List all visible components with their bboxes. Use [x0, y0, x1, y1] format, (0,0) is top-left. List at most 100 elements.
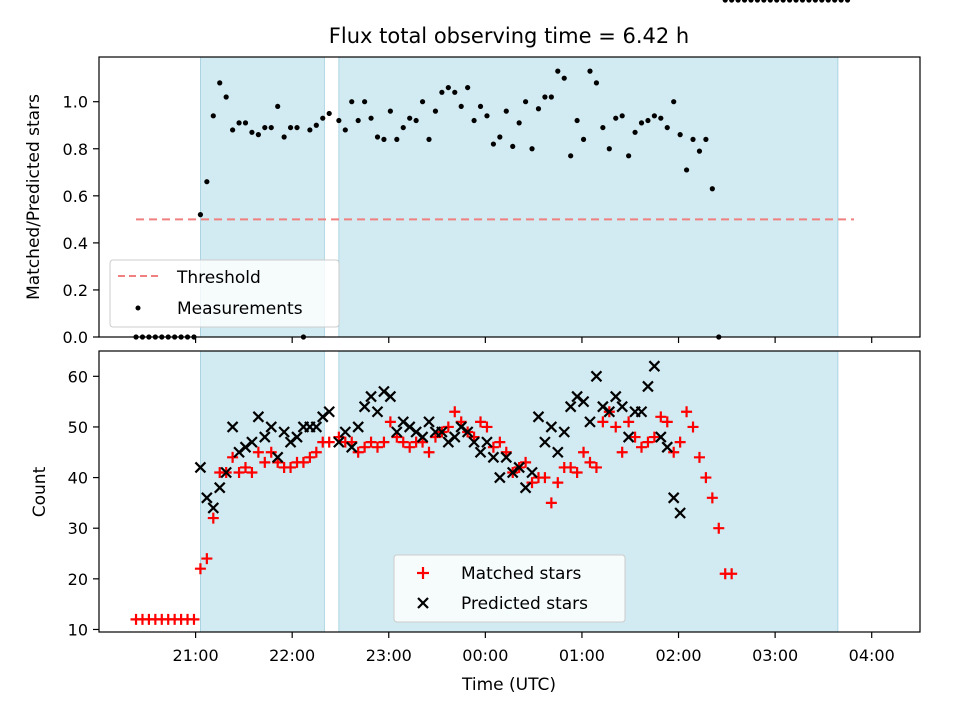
predicted-star-marker: [246, 436, 258, 448]
matched-star-marker: [571, 467, 583, 479]
matched-star-marker: [674, 436, 686, 448]
predicted-star-marker: [416, 431, 429, 443]
measurement-point: [729, 0, 735, 3]
matched-star-marker: [713, 522, 725, 534]
measurement-point: [677, 132, 683, 138]
measurement-point: [381, 136, 387, 142]
measurement-point: [542, 94, 548, 100]
matched-star-marker: [526, 477, 538, 489]
matched-star-marker: [668, 446, 680, 458]
measurement-point: [748, 0, 754, 3]
measurement-point: [204, 179, 210, 185]
matched-star-marker: [475, 416, 487, 428]
x-tick-label: 00:00: [462, 646, 508, 665]
matched-star-marker: [545, 497, 557, 509]
predicted-star-marker: [345, 441, 358, 453]
measurement-point: [825, 0, 831, 3]
measurement-point: [497, 134, 503, 140]
measurement-point: [313, 122, 319, 128]
count-x-ticks: 21:00 22:00 23:00 00:00 01:00 02:00 03:00 04:00: [173, 632, 895, 665]
predicted-star-marker: [474, 446, 487, 459]
measurement-point: [580, 136, 587, 142]
predicted-star-marker: [648, 360, 661, 372]
legend-matched-swatch: [417, 567, 429, 579]
measurement-point: [703, 136, 709, 142]
y-tick-label: 50: [68, 418, 88, 437]
measurement-point: [374, 134, 381, 140]
measurement-point: [600, 124, 606, 131]
predicted-star-marker: [532, 411, 545, 423]
measurement-point: [664, 124, 670, 131]
measurement-point: [510, 143, 516, 150]
measurement-point: [587, 68, 593, 74]
predicted-star-marker: [584, 416, 596, 428]
measurement-point: [349, 99, 355, 105]
legend-measurement-label: Measurements: [177, 299, 303, 319]
predicted-star-marker: [201, 492, 213, 504]
predicted-star-marker: [278, 426, 290, 438]
predicted-star-marker: [352, 421, 364, 433]
y-tick-label: 0.4: [63, 234, 88, 253]
predicted-star-marker: [661, 441, 674, 453]
predicted-star-marker: [271, 451, 284, 464]
measurement-point: [281, 134, 287, 140]
measurement-point: [368, 115, 374, 121]
matched-star-marker: [565, 461, 577, 473]
measurement-point: [307, 127, 313, 133]
matched-star-marker: [239, 461, 251, 473]
count-legend: Matched stars Predicted stars: [393, 554, 626, 623]
y-tick-label: 10: [68, 620, 88, 639]
measurement-point: [268, 124, 274, 131]
shaded-interval-2: [338, 56, 839, 338]
predicted-star-marker: [494, 471, 506, 484]
ratio-legend-box: [109, 259, 340, 328]
matched-star-marker: [310, 446, 322, 458]
matched-star-marker: [323, 436, 335, 448]
measurement-point: [355, 117, 361, 124]
predicted-star-marker: [603, 405, 616, 418]
matched-star-marker: [597, 416, 609, 428]
matched-star-marker: [655, 411, 667, 423]
matched-star-marker: [726, 568, 738, 580]
matched-star-marker: [481, 421, 493, 433]
measurement-point: [458, 103, 464, 110]
predicted-star-marker: [519, 481, 532, 494]
measurement-point: [632, 129, 638, 135]
predicted-star-marker: [436, 426, 448, 438]
matched-star-marker: [449, 406, 461, 418]
predicted-star-marker: [252, 411, 265, 423]
measurement-point: [413, 117, 419, 124]
matched-star-marker: [304, 451, 316, 463]
measurement-point: [426, 136, 432, 142]
measurement-point: [210, 113, 216, 119]
measurement-point: [230, 127, 236, 133]
matched-star-marker: [584, 456, 596, 468]
y-tick-label: 20: [68, 570, 88, 589]
matched-star-marker: [371, 441, 383, 453]
measurement-point: [722, 0, 728, 3]
predicted-star-marker: [333, 436, 345, 448]
y-tick-label: 0.0: [63, 328, 88, 347]
matched-star-marker: [539, 472, 551, 484]
matched-star-marker: [423, 446, 435, 458]
matched-star-marker: [578, 446, 590, 458]
measurement-point: [806, 0, 812, 3]
measurement-point: [503, 108, 509, 114]
predicted-star-markers: [195, 360, 686, 519]
measurement-point: [838, 0, 844, 3]
measurement-point: [320, 115, 326, 121]
matched-star-marker: [661, 416, 673, 428]
matched-star-marker: [352, 446, 364, 458]
matched-star-marker: [623, 416, 635, 428]
measurement-point: [432, 108, 439, 114]
measurement-point: [452, 89, 458, 95]
matched-star-marker: [188, 613, 200, 625]
measurement-point: [294, 124, 300, 131]
y-tick-label: 0.6: [63, 187, 88, 206]
count-y-ticks: 10 20 30 40 50 60: [68, 367, 99, 639]
predicted-star-marker: [539, 436, 551, 448]
predicted-star-marker: [674, 507, 686, 519]
ratio-y-axis-label: Matched/Predicted stars: [24, 94, 44, 300]
measurement-point: [445, 84, 451, 91]
x-tick-label: 03:00: [752, 646, 798, 665]
